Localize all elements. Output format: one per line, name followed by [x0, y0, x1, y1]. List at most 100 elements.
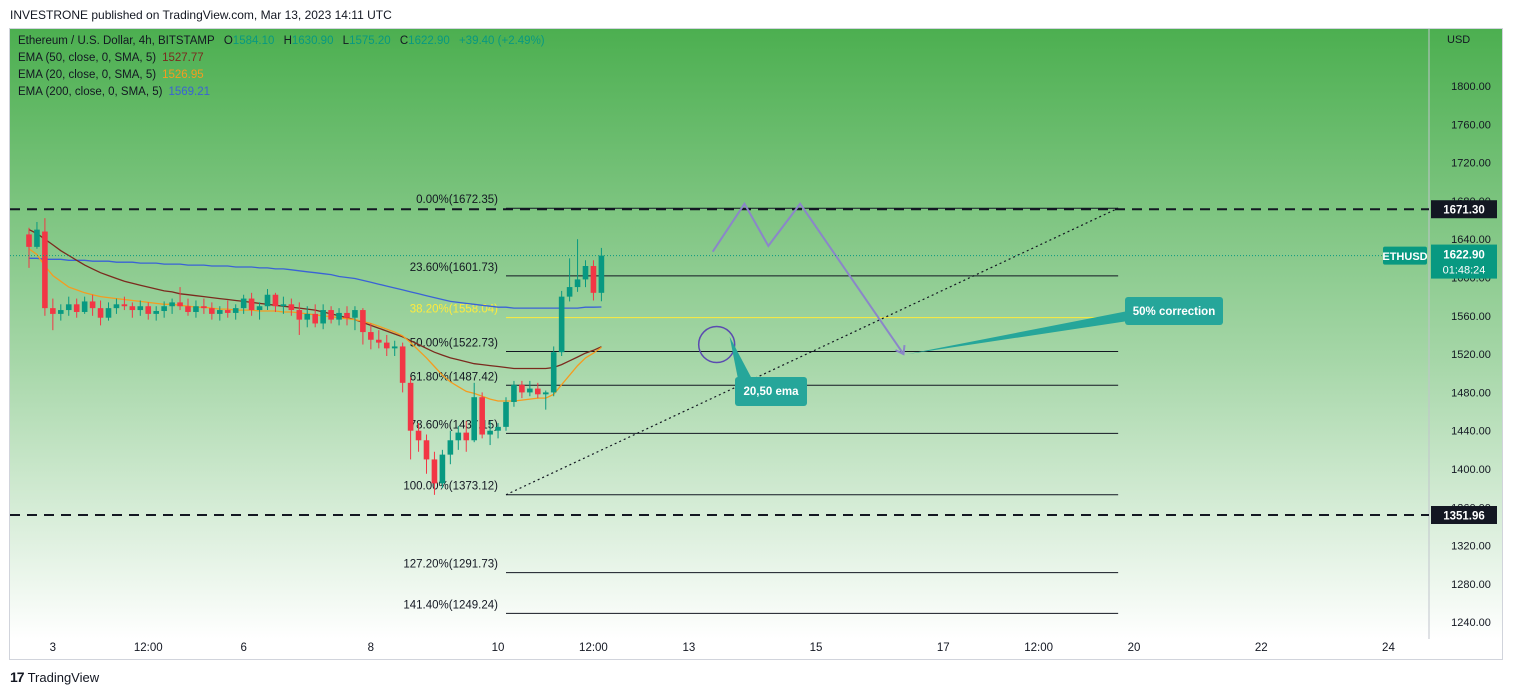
bar-countdown: 01:48:24: [1443, 265, 1486, 277]
candle-body: [558, 296, 565, 353]
candle-body: [169, 302, 175, 307]
y-tick-label: 1440.00: [1451, 426, 1491, 438]
horizontal-line-tag: 1671.30: [1443, 205, 1485, 217]
candle-body: [248, 298, 255, 311]
legend-ema50[interactable]: EMA (50, close, 0, SMA, 5) 1527.77: [18, 52, 204, 64]
fib-level-label: 50.00%(1522.73): [410, 337, 498, 349]
candle-body: [447, 440, 454, 455]
candle-body: [121, 304, 128, 307]
x-tick-label: 13: [682, 642, 695, 654]
candle-body: [232, 308, 239, 313]
legend-ema200[interactable]: EMA (200, close, 0, SMA, 5) 1569.21: [18, 86, 210, 98]
ema200-label: EMA (200, close, 0, SMA, 5): [18, 86, 163, 98]
candle-body: [574, 279, 581, 288]
ema200-line: [29, 257, 602, 309]
x-tick-label: 24: [1382, 642, 1395, 654]
fib-level-label: 23.60%(1601.73): [410, 262, 498, 274]
ema50-value: 1527.77: [162, 52, 204, 64]
fib-level-label: 38.20%(1558.04): [410, 304, 498, 316]
candle-body: [368, 332, 374, 340]
candle-body: [352, 310, 358, 318]
candle-body: [519, 384, 525, 393]
x-tick-label: 22: [1255, 642, 1268, 654]
y-tick-label: 1800.00: [1451, 81, 1491, 93]
legend-main: Ethereum / U.S. Dollar, 4h, BITSTAMP O15…: [18, 35, 545, 47]
tradingview-logo-mark: 17: [10, 669, 25, 685]
fib-level-label: 141.40%(1249.24): [403, 599, 498, 611]
candle-body: [280, 304, 287, 307]
chart-pane[interactable]: 1240.001280.001320.001360.001400.001440.…: [9, 28, 1503, 660]
candle-body: [272, 294, 279, 307]
ema20-value: 1526.95: [162, 69, 204, 81]
candle-body: [487, 430, 493, 435]
candle-body: [296, 310, 303, 320]
candle-body: [50, 308, 56, 314]
candle-body: [201, 306, 207, 309]
callout-50-text: 50% correction: [1133, 306, 1215, 318]
publisher-line: INVESTRONE published on TradingView.com,…: [10, 8, 392, 22]
projection-arrowhead: [895, 344, 906, 356]
y-tick-label: 1720.00: [1451, 158, 1491, 170]
ema50-label: EMA (50, close, 0, SMA, 5): [18, 52, 157, 64]
candle-body: [336, 312, 342, 320]
y-tick-label: 1640.00: [1451, 234, 1491, 246]
legend-ema20[interactable]: EMA (20, close, 0, SMA, 5) 1526.95: [18, 69, 204, 81]
symbol-tag: ETHUSD: [1382, 251, 1427, 263]
open-value: 1584.10: [232, 35, 275, 47]
ema-cross-circle: [697, 325, 736, 364]
candle-body: [97, 308, 104, 318]
x-tick-label: 12:00: [1024, 642, 1053, 654]
open-label: O: [223, 35, 233, 47]
candle-body: [383, 342, 390, 349]
high-label: H: [283, 35, 292, 47]
tradingview-brand: TradingView: [27, 669, 100, 685]
candle-body: [407, 382, 414, 431]
y-tick-label: 1560.00: [1451, 311, 1491, 323]
high-value: 1630.90: [291, 35, 334, 47]
candle-body: [376, 339, 382, 343]
candle-body: [439, 454, 446, 484]
candle-body: [527, 388, 533, 393]
candle-body: [240, 298, 247, 309]
low-label: L: [342, 35, 350, 47]
fib-level-label: 100.00%(1373.12): [403, 481, 498, 493]
chart-canvas[interactable]: 1240.001280.001320.001360.001400.001440.…: [10, 29, 1503, 660]
candle-body: [320, 310, 326, 324]
candle-body: [161, 306, 167, 312]
projection-path: [711, 201, 905, 355]
y-tick-label: 1760.00: [1451, 119, 1491, 131]
candle-body: [566, 287, 573, 297]
candle-body: [431, 459, 438, 484]
candle-body: [224, 310, 231, 313]
candle-body: [89, 301, 96, 309]
x-tick-label: 6: [240, 642, 246, 654]
candle-body: [145, 306, 152, 314]
candle-body: [590, 266, 597, 293]
candle-body: [399, 346, 406, 383]
price-tag-bg: [1431, 200, 1497, 219]
chart-background: [10, 29, 1502, 639]
candle-body: [42, 231, 48, 309]
candle-body: [129, 306, 136, 311]
candle-body: [582, 266, 589, 280]
x-tick-label: 20: [1128, 642, 1141, 654]
candle-body: [535, 388, 541, 395]
candle-body: [65, 304, 72, 311]
fib-level-label: 0.00%(1672.35): [416, 194, 498, 206]
candle-body: [550, 352, 557, 393]
change-value: +39.40 (+2.49%): [458, 35, 545, 47]
y-tick-label: 1480.00: [1451, 387, 1491, 399]
candle-body: [58, 310, 64, 314]
fib-level-label: 61.80%(1487.42): [410, 371, 498, 383]
x-tick-label: 17: [937, 642, 950, 654]
candle-body: [471, 397, 477, 441]
symbol-title: Ethereum / U.S. Dollar, 4h, BITSTAMP: [18, 35, 215, 47]
price-tag-bg: [1431, 505, 1497, 524]
tradingview-logo[interactable]: 17 TradingView: [10, 669, 99, 685]
callout-50-pointer: [907, 311, 1128, 355]
currency-label[interactable]: USD: [1447, 34, 1471, 46]
candle-body: [217, 310, 223, 314]
x-tick-label: 3: [50, 642, 56, 654]
candle-body: [423, 440, 430, 460]
candle-body: [73, 304, 80, 312]
